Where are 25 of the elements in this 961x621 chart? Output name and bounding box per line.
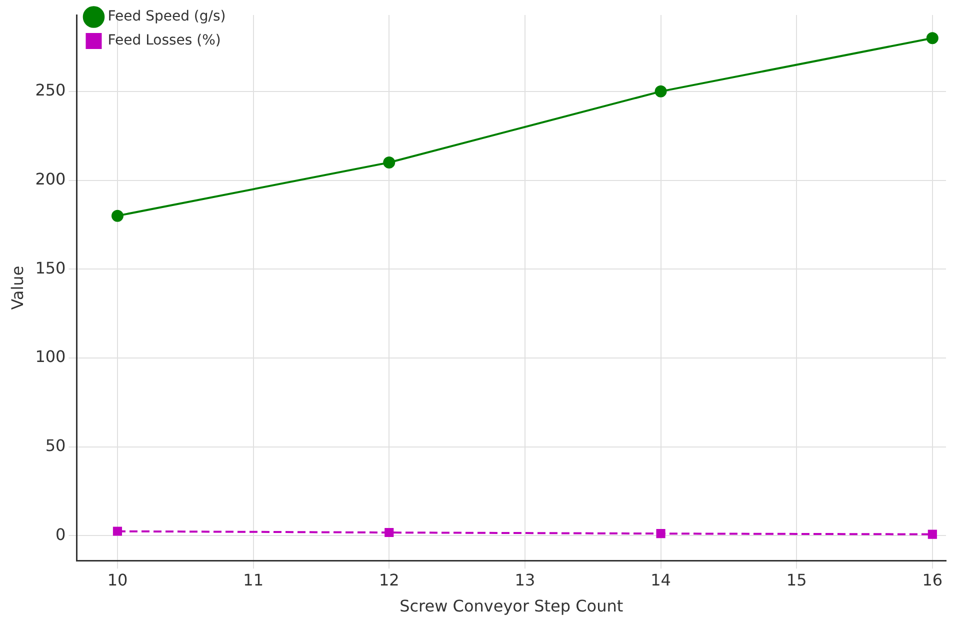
point xyxy=(112,526,122,536)
point xyxy=(383,156,396,169)
y-axis-title: Value xyxy=(8,266,27,310)
x-tick-label: 12 xyxy=(378,570,400,590)
y-tick-label: 200 xyxy=(35,169,66,188)
legend-label: Feed Losses (%) xyxy=(108,32,221,49)
point xyxy=(384,528,394,538)
legend-label: Feed Speed (g/s) xyxy=(108,8,226,25)
y-tick-label: 100 xyxy=(35,347,66,366)
point xyxy=(111,210,124,222)
y-tick-label: 150 xyxy=(35,258,66,278)
x-axis-title: Screw Conveyor Step Count xyxy=(400,596,624,616)
x-tick-label: 13 xyxy=(514,570,536,590)
point xyxy=(928,530,937,539)
point xyxy=(654,85,667,98)
x-tick-label: 14 xyxy=(650,570,671,590)
y-tick-label: 50 xyxy=(45,436,66,456)
x-tick-label: 11 xyxy=(243,570,264,590)
point xyxy=(926,32,938,44)
point xyxy=(656,529,666,538)
x-tick-label: 15 xyxy=(786,570,807,590)
y-tick-label: 0 xyxy=(56,524,66,544)
y-tick-label: 250 xyxy=(35,80,66,100)
x-tick-label: 16 xyxy=(922,570,943,590)
x-tick-label: 10 xyxy=(107,570,128,590)
